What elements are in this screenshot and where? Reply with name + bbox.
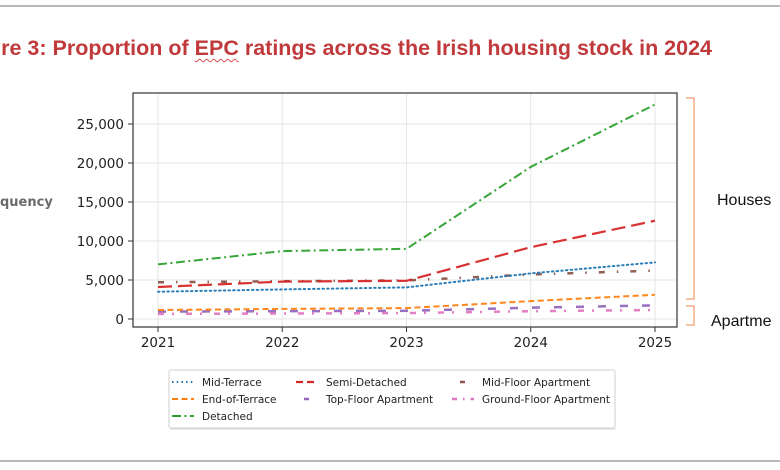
legend-label: Mid-Floor Apartment: [482, 377, 590, 389]
y-axis: 0 5,000 10,000 15,000 20,000 25,000: [77, 117, 133, 328]
caption-part-2: ratings across the Irish housing stock i…: [238, 36, 713, 60]
grid-lines: [133, 93, 677, 327]
legend-label: Semi-Detached: [326, 377, 407, 389]
legend-label: Mid-Terrace: [202, 377, 262, 389]
x-tick-label: 2023: [389, 335, 423, 351]
x-tick-label: 2024: [514, 335, 548, 351]
bracket: [686, 305, 695, 326]
top-border-line: [0, 5, 780, 7]
series-line-mid-floor-apartment: [157, 269, 656, 284]
bracket: [686, 97, 695, 300]
series-line-end-of-terrace: [157, 293, 656, 311]
y-tick-label: 15,000: [77, 195, 124, 211]
houses-label: Houses: [717, 192, 771, 209]
series-line-top-floor-apartment: [157, 304, 656, 313]
series-line-semi-detached: [157, 219, 656, 289]
x-tick-label: 2025: [638, 335, 672, 351]
legend-label: End-of-Terrace: [202, 394, 277, 406]
caption-part-1: ure 3: Proportion of: [0, 36, 195, 60]
y-axis-label: quency: [0, 195, 53, 210]
x-axis: 2021 2022 2023 2024 2025: [141, 327, 672, 351]
legend-label: Ground-Floor Apartment: [482, 394, 610, 406]
legend-label: Detached: [202, 411, 253, 423]
y-tick-label: 5,000: [85, 273, 124, 289]
y-tick-label: 10,000: [77, 234, 124, 250]
y-tick-label: 25,000: [77, 117, 124, 133]
y-tick-label: 20,000: [77, 156, 124, 172]
legend-box: [168, 369, 616, 429]
legend-label: Top-Floor Apartment: [325, 394, 433, 406]
x-tick-label: 2022: [265, 335, 299, 351]
legend: Mid-Terrace End-of-Terrace Detached Semi-De…: [168, 369, 616, 430]
group-annotations: Houses Apartme: [686, 97, 772, 330]
apartments-label: Apartme: [711, 313, 772, 330]
series-lines: [157, 103, 656, 316]
y-tick-label: 0: [115, 312, 124, 328]
series-line-mid-terrace: [157, 261, 656, 293]
figure-caption: ure 3: Proportion of EPC ratings across …: [0, 36, 712, 61]
x-tick-label: 2021: [141, 335, 175, 351]
bottom-border-line: [0, 460, 780, 462]
plot-frame: [132, 92, 678, 328]
caption-epc: EPC: [194, 36, 239, 60]
